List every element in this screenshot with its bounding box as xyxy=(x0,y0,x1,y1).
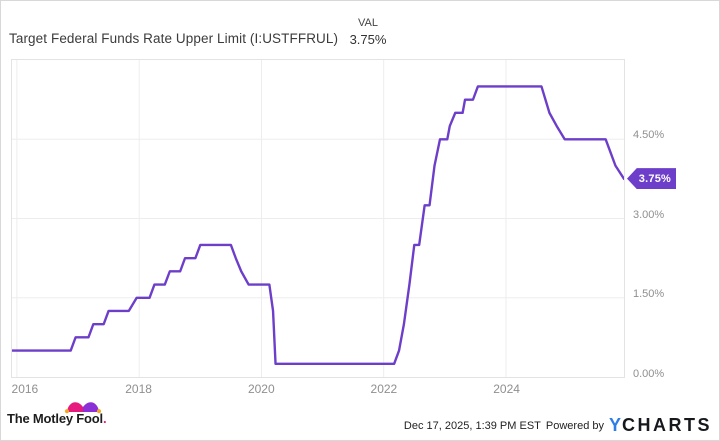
val-column: VAL 3.75% xyxy=(341,17,395,47)
plot-area[interactable] xyxy=(11,59,625,378)
y-axis-label: 4.50% xyxy=(633,128,665,141)
jester-hat-icon xyxy=(64,398,102,419)
x-axis-label: 2020 xyxy=(247,382,275,396)
val-current-value: 3.75% xyxy=(349,32,387,47)
y-axis-label: 0.00% xyxy=(633,368,665,380)
x-axis: 2016 2018 2020 2022 2024 xyxy=(11,382,625,398)
timestamp: Dec 17, 2025, 1:39 PM EST xyxy=(403,419,541,432)
motley-fool-wordmark: The Motley Fool. xyxy=(7,411,107,426)
val-column-header: VAL xyxy=(358,17,378,29)
x-axis-label: 2016 xyxy=(11,382,39,396)
y-axis: 0.00% 1.50% 3.00% 4.50% xyxy=(633,59,685,380)
chart-title: Target Federal Funds Rate Upper Limit (I… xyxy=(9,31,339,46)
last-value-badge: 3.75% xyxy=(627,168,676,190)
ycharts-logo-y: Y xyxy=(608,415,622,435)
x-axis-label: 2018 xyxy=(125,382,152,396)
x-axis-label: 2022 xyxy=(370,382,398,396)
footer-attribution: Dec 17, 2025, 1:39 PM EST Powered by Y C… xyxy=(404,415,712,436)
gridlines xyxy=(12,60,624,377)
motley-fool-period: . xyxy=(102,411,107,426)
ycharts-logo[interactable]: Y CHARTS xyxy=(609,415,712,436)
fed-funds-rate-line-chart xyxy=(12,60,624,377)
x-axis-label: 2024 xyxy=(493,382,520,396)
y-axis-label: 1.50% xyxy=(633,288,665,301)
rate-line xyxy=(12,85,624,365)
motley-fool-logo[interactable]: The Motley Fool. xyxy=(7,398,127,430)
y-axis-label: 3.00% xyxy=(633,208,665,221)
last-value-label: 3.75% xyxy=(638,172,671,185)
ycharts-logo-charts: CHARTS xyxy=(622,415,712,435)
powered-by-label: Powered by xyxy=(545,419,604,432)
